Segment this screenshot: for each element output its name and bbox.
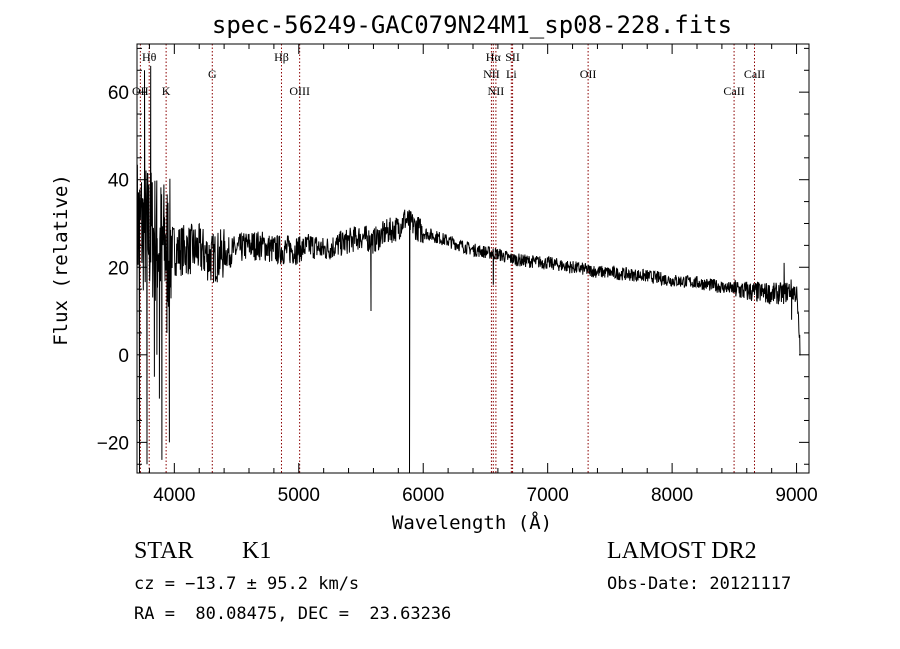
x-tick-label: 9000 (775, 485, 817, 506)
object-class: STAR (134, 538, 194, 564)
line-label: Hθ (142, 50, 157, 64)
object-subclass: K1 (242, 538, 272, 564)
line-label: Li (506, 67, 517, 81)
y-tick-label: 20 (108, 258, 129, 279)
y-axis-label: Flux (relative) (50, 174, 72, 346)
line-label: Hβ (274, 50, 289, 64)
y-tick-label: 0 (118, 346, 129, 367)
y-tick-label: 60 (108, 83, 129, 104)
line-label: K (162, 84, 171, 98)
line-label: OII (132, 84, 149, 98)
plot-frame (136, 43, 810, 474)
axis-ticks: 4000 5000 6000 7000 8000 9000 −20 0 20 40 60 (97, 44, 818, 506)
redshift-text: cz = −13.7 ± 95.2 km/s (134, 574, 360, 594)
line-markers (139, 44, 755, 473)
obs-date-text: Obs-Date: 20121117 (607, 574, 792, 594)
x-axis-label: Wavelength (Å) (392, 511, 552, 534)
survey-label: LAMOST DR2 (607, 538, 757, 564)
y-tick-label: −20 (97, 433, 129, 454)
line-label: Hα (486, 50, 502, 64)
x-tick-label: 8000 (651, 485, 693, 506)
chart-title: spec-56249-GAC079N24M1_sp08-228.fits (212, 11, 732, 39)
x-tick-label: 5000 (278, 485, 320, 506)
x-tick-label: 4000 (153, 485, 195, 506)
x-tick-label: 7000 (527, 485, 569, 506)
line-label: OII (580, 67, 597, 81)
spectrum-line (136, 65, 801, 474)
line-label: NII (483, 67, 500, 81)
line-label: CaII (723, 84, 744, 98)
line-label: CaII (744, 67, 765, 81)
coordinates-text: RA = 80.08475, DEC = 23.63236 (134, 604, 452, 624)
y-tick-label: 40 (108, 171, 129, 192)
line-label: G (208, 67, 217, 81)
line-label: NII (488, 84, 505, 98)
line-label: OIII (289, 84, 310, 98)
line-label: SII (505, 50, 520, 64)
x-tick-label: 6000 (402, 485, 444, 506)
